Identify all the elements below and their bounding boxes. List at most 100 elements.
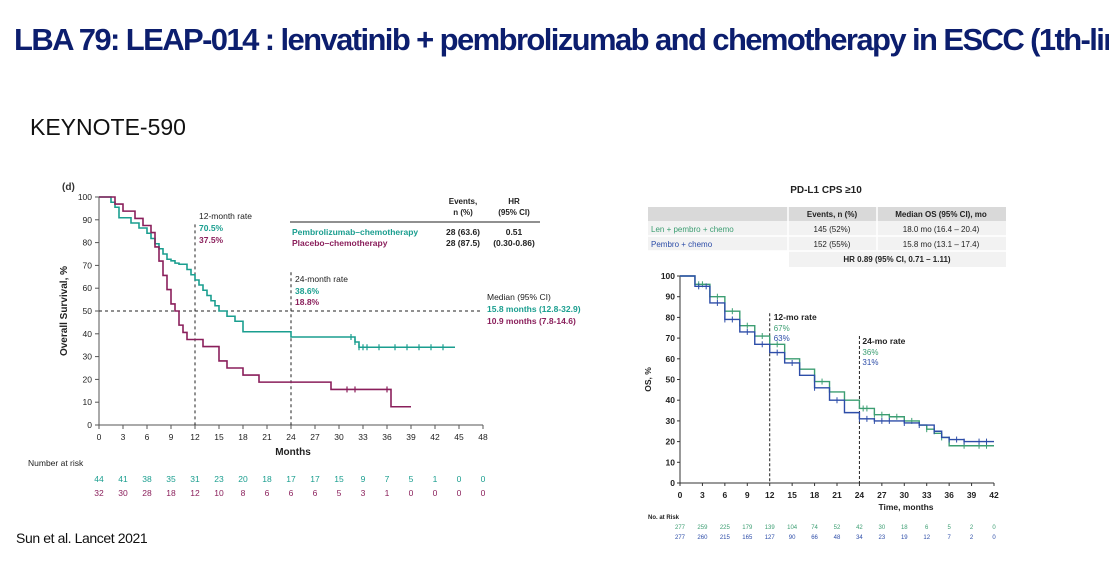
risk-count: 6 [925, 525, 929, 531]
risk-count: 7 [385, 474, 390, 484]
rate24-value-a: 38.6% [295, 286, 320, 296]
x-tick-label: 36 [382, 432, 392, 442]
risk-count: 0 [992, 525, 996, 531]
risk-count: 30 [879, 525, 886, 531]
y-tick-label: 60 [666, 354, 676, 364]
risk-count: 34 [856, 535, 863, 541]
risk-count: 31 [190, 474, 200, 484]
km-curve-2 [680, 275, 994, 443]
risk-count: 42 [856, 525, 863, 531]
risk-count: 5 [337, 488, 342, 498]
x-tick-label: 6 [722, 490, 727, 500]
x-tick-label: 30 [900, 490, 910, 500]
y-tick-label: 90 [83, 215, 93, 225]
x-tick-label: 15 [787, 490, 797, 500]
risk-count: 2 [970, 525, 974, 531]
risk-count: 0 [457, 474, 462, 484]
risk-count: 8 [241, 488, 246, 498]
median-value-a: 15.8 months (12.8-32.9) [487, 304, 581, 314]
slide-title: LBA 79: LEAP-014 : lenvatinib + pembroli… [14, 22, 1109, 57]
x-tick-label: 9 [169, 432, 174, 442]
x-axis-label: Months [275, 447, 311, 458]
table-header-bg [648, 207, 1006, 221]
table-row-hr: 0.51 [506, 227, 523, 237]
risk-count: 0 [481, 488, 486, 498]
km-curve-1 [99, 196, 455, 349]
table-header-events-sub: n (%) [453, 208, 473, 217]
risk-count: 215 [720, 535, 731, 541]
y-axis-label: Overall Survival, % [59, 266, 70, 356]
table-header-median: Median OS (95% CI), mo [895, 210, 987, 219]
y-axis-label: OS, % [643, 367, 653, 392]
table-row-name: Pembrolizumab–chemotherapy [292, 227, 418, 237]
x-tick-label: 27 [310, 432, 320, 442]
table-header-hr-sub: (95% CI) [498, 208, 530, 217]
x-tick-label: 0 [678, 490, 683, 500]
km-curve-1 [680, 275, 994, 447]
risk-count: 104 [787, 525, 798, 531]
citation: Sun et al. Lancet 2021 [16, 530, 148, 546]
risk-count: 277 [675, 535, 686, 541]
chart-title: PD-L1 CPS ≥10 [790, 185, 862, 196]
y-tick-label: 20 [83, 374, 93, 384]
y-tick-label: 10 [666, 457, 676, 467]
y-tick-label: 30 [666, 416, 676, 426]
rate12-label: 12-mo rate [774, 312, 817, 322]
risk-count: 18 [901, 525, 908, 531]
x-tick-label: 3 [121, 432, 126, 442]
x-tick-label: 21 [832, 490, 842, 500]
risk-count: 6 [313, 488, 318, 498]
risk-count: 90 [789, 535, 796, 541]
risk-count: 35 [166, 474, 176, 484]
risk-count: 3 [361, 488, 366, 498]
x-tick-label: 18 [810, 490, 820, 500]
y-tick-label: 70 [666, 333, 676, 343]
risk-count: 38 [142, 474, 152, 484]
table-row-bg [648, 221, 1006, 236]
risk-count: 20 [238, 474, 248, 484]
risk-table-label: No. at Risk [648, 515, 680, 521]
risk-count: 15 [334, 474, 344, 484]
risk-count: 2 [970, 535, 974, 541]
risk-count: 165 [742, 535, 753, 541]
y-tick-label: 80 [83, 238, 93, 248]
y-tick-label: 40 [666, 395, 676, 405]
median-label: Median (95% CI) [487, 292, 551, 302]
risk-count: 12 [923, 535, 930, 541]
table-header-events: Events, [449, 197, 477, 206]
rate24-value-b: 18.8% [295, 297, 320, 307]
risk-count: 7 [947, 535, 951, 541]
y-tick-label: 50 [666, 375, 676, 385]
x-tick-label: 30 [334, 432, 344, 442]
x-axis-label: Time, months [878, 502, 933, 512]
rate12-value-a: 70.5% [199, 223, 224, 233]
risk-count: 1 [433, 474, 438, 484]
table-row-events: 152 (55%) [814, 240, 851, 249]
y-tick-label: 70 [83, 260, 93, 270]
rate24-value-a: 36% [862, 348, 878, 357]
y-tick-label: 20 [666, 437, 676, 447]
risk-count: 9 [361, 474, 366, 484]
risk-count: 18 [166, 488, 176, 498]
y-tick-label: 90 [666, 292, 676, 302]
x-tick-label: 27 [877, 490, 887, 500]
x-tick-label: 24 [855, 490, 865, 500]
y-tick-label: 0 [87, 420, 92, 430]
risk-count: 48 [834, 535, 841, 541]
y-tick-label: 30 [83, 352, 93, 362]
table-row-name: Placebo–chemotherapy [292, 238, 388, 248]
risk-count: 19 [901, 535, 908, 541]
risk-count: 1 [385, 488, 390, 498]
risk-count: 139 [765, 525, 776, 531]
x-tick-label: 3 [700, 490, 705, 500]
x-tick-label: 15 [214, 432, 224, 442]
risk-count: 179 [742, 525, 753, 531]
rate24-label: 24-month rate [295, 274, 348, 284]
y-tick-label: 100 [661, 271, 675, 281]
x-tick-label: 45 [454, 432, 464, 442]
table-hr-bg [789, 251, 1006, 267]
x-tick-label: 24 [286, 432, 296, 442]
risk-count: 0 [433, 488, 438, 498]
table-row-bg [648, 236, 1006, 251]
